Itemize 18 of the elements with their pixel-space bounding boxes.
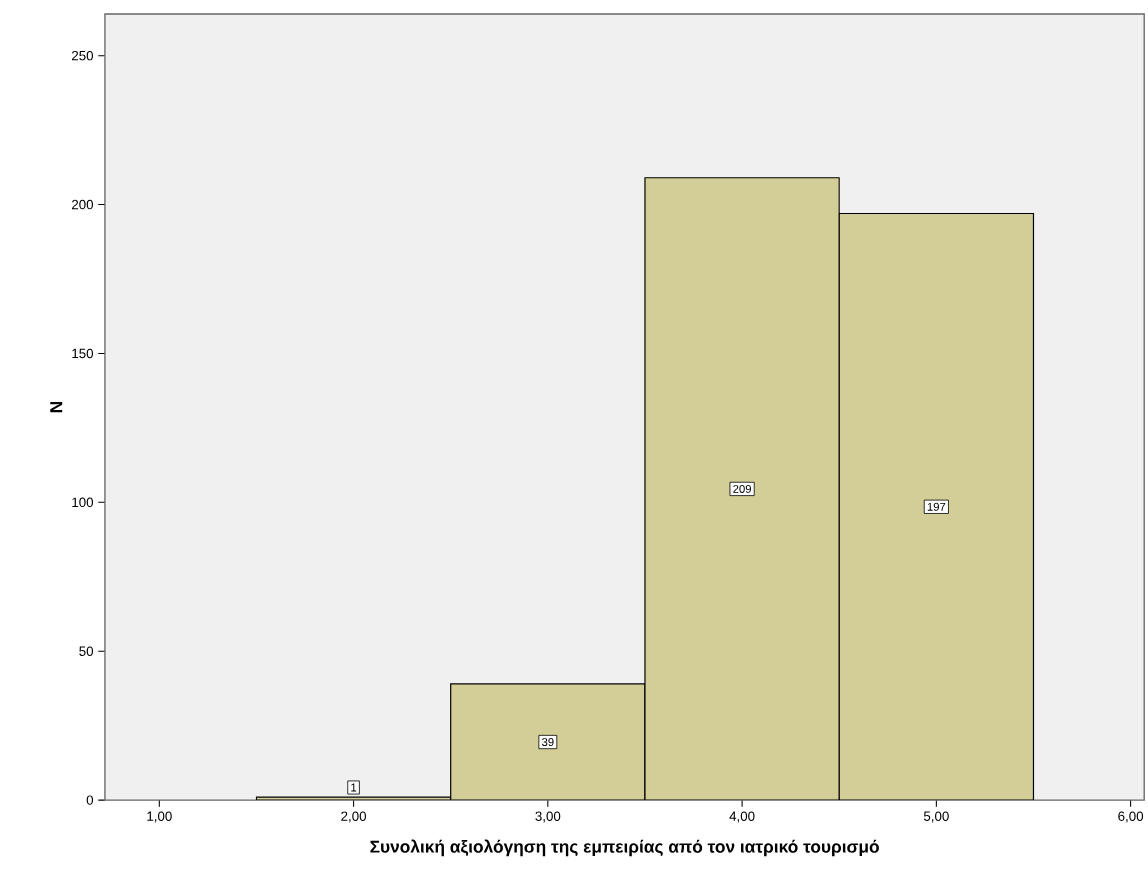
data-label: 39 xyxy=(541,738,554,747)
data-label: 197 xyxy=(927,502,946,511)
y-tick-label: 0 xyxy=(86,795,94,805)
x-tick-label: 5,00 xyxy=(923,811,949,823)
y-tick-label: 50 xyxy=(79,646,94,656)
x-axis-title: Συνολική αξιολόγηση της εμπειρίας από τον ιατρικό τουρισμό xyxy=(370,839,879,857)
y-tick-label: 250 xyxy=(72,50,94,61)
y-tick-label: 150 xyxy=(72,348,94,359)
x-tick-label: 3,00 xyxy=(535,811,561,823)
data-label: 1 xyxy=(351,783,357,792)
x-tick-label: 1,00 xyxy=(147,811,172,823)
y-tick-label: 200 xyxy=(72,199,94,210)
x-tick-label: 2,00 xyxy=(341,811,367,823)
y-tick-label: 100 xyxy=(72,497,94,508)
data-label: 209 xyxy=(733,484,752,493)
y-axis-title: N xyxy=(50,401,63,413)
x-tick-label: 4,00 xyxy=(729,811,755,823)
x-tick-label: 6,00 xyxy=(1118,811,1144,823)
